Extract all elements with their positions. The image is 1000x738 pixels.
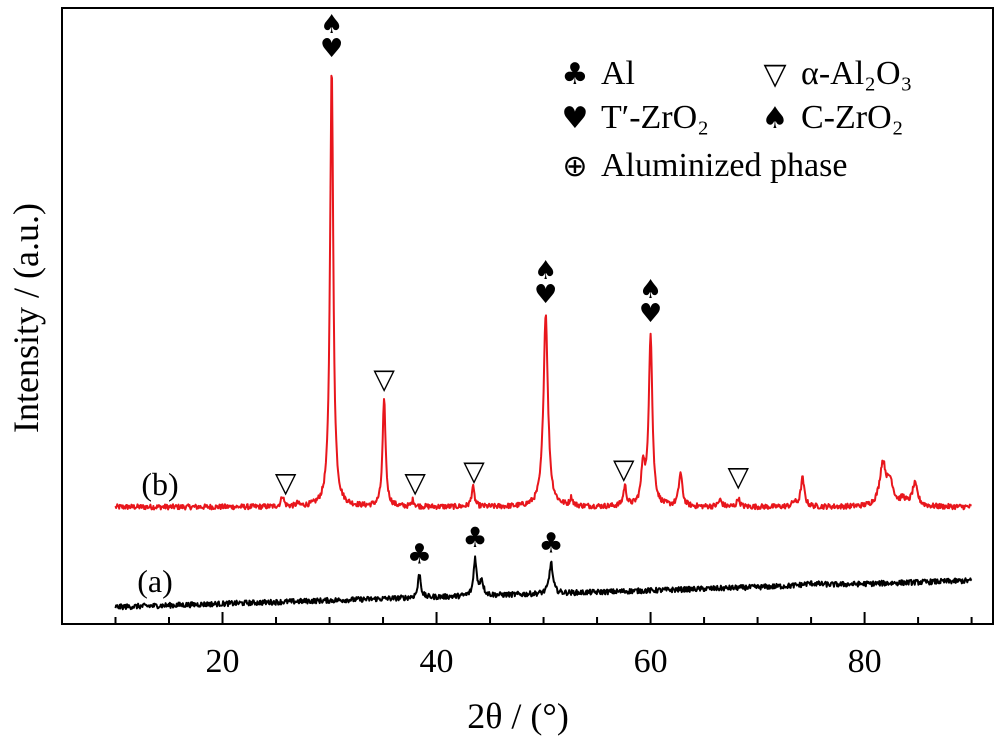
tetragonal-zirconia-marker: ♥ xyxy=(534,280,557,310)
series-label-b: (b) xyxy=(141,466,178,502)
series-line-a xyxy=(114,555,973,611)
alpha-alumina-marker: ▽ xyxy=(404,466,426,499)
cubic-zirconia-marker: ♠ xyxy=(639,275,662,305)
alpha-alumina-marker: ▽ xyxy=(275,466,297,499)
legend-label: Al xyxy=(601,55,635,92)
cubic-zirconia-marker: ♠ xyxy=(320,10,343,40)
series-line-b xyxy=(114,74,972,511)
series-labels: (b) (a) xyxy=(137,466,178,599)
legend-label: α-Al₂O₃ xyxy=(801,55,912,92)
legend-symbol: ♥ xyxy=(562,101,589,136)
legend-symbol: ⊕ xyxy=(562,149,587,184)
cubic-zirconia-marker: ♠ xyxy=(534,256,557,286)
legend: ♣ Al ▽ α-Al₂O₃ ♥ T′-ZrO₂ ♠ C-ZrO₂ ⊕ Aluminized ph… xyxy=(562,55,913,184)
legend-label: T′-ZrO₂ xyxy=(601,99,709,136)
plot-area-border xyxy=(61,7,994,625)
legend-symbol: ♠ xyxy=(762,101,789,136)
plot-frame xyxy=(61,7,994,625)
x-tick-label: 60 xyxy=(634,643,668,680)
x-axis-ticks: 20 40 60 80 xyxy=(114,612,973,680)
x-axis-label: 2θ / (°) xyxy=(467,696,569,736)
x-tick-label: 80 xyxy=(848,643,882,680)
aluminum-marker: ♣ xyxy=(407,537,432,570)
alpha-alumina-marker: ▽ xyxy=(373,363,395,396)
alpha-alumina-marker: ▽ xyxy=(463,454,485,487)
phase-markers: ▽♠♥▽▽ ▽♠♥▽♠♥▽♣ ♣ ♣ xyxy=(275,10,750,571)
y-axis-label: Intensity / (a.u.) xyxy=(6,203,46,433)
legend-label: Aluminized phase xyxy=(601,147,847,184)
tetragonal-zirconia-marker: ♥ xyxy=(320,34,343,64)
x-tick-label: 40 xyxy=(420,643,454,680)
tetragonal-zirconia-marker: ♥ xyxy=(639,299,662,329)
legend-label: C-ZrO₂ xyxy=(801,99,904,136)
alpha-alumina-marker: ▽ xyxy=(728,460,750,493)
aluminum-marker: ♣ xyxy=(463,521,488,554)
aluminum-marker: ♣ xyxy=(538,527,563,560)
series-label-a: (a) xyxy=(137,563,173,599)
legend-symbol: ▽ xyxy=(763,57,786,92)
alpha-alumina-marker: ▽ xyxy=(613,452,635,485)
legend-symbol: ♣ xyxy=(562,57,589,92)
x-tick-label: 20 xyxy=(206,643,240,680)
xrd-curves xyxy=(114,74,973,611)
